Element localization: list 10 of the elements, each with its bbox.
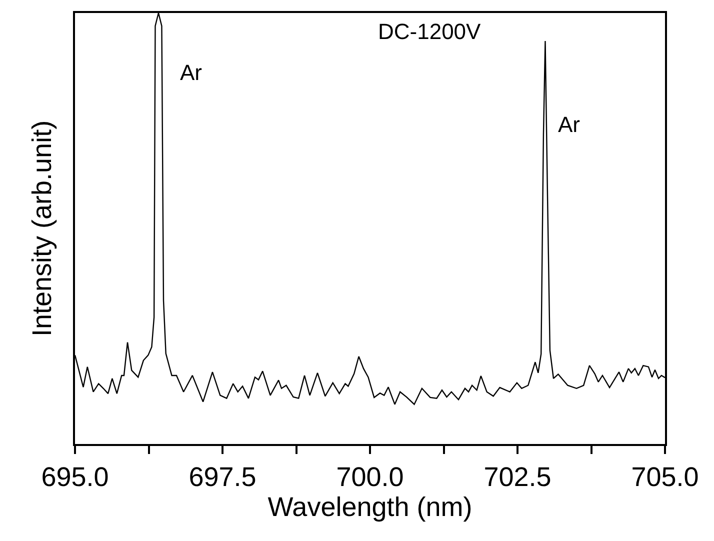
x-tick-label: 700.0 — [336, 462, 404, 492]
annotation: Ar — [180, 60, 202, 85]
x-tick-label: 695.0 — [41, 462, 109, 492]
annotation: DC-1200V — [378, 19, 482, 44]
x-tick-label: 705.0 — [631, 462, 699, 492]
x-tick-label: 702.5 — [484, 462, 552, 492]
x-tick-label: 697.5 — [188, 462, 256, 492]
x-axis-title: Wavelength (nm) — [268, 492, 472, 522]
y-axis-title: Intensity (arb.unit) — [26, 120, 57, 337]
annotation: Ar — [558, 112, 580, 137]
